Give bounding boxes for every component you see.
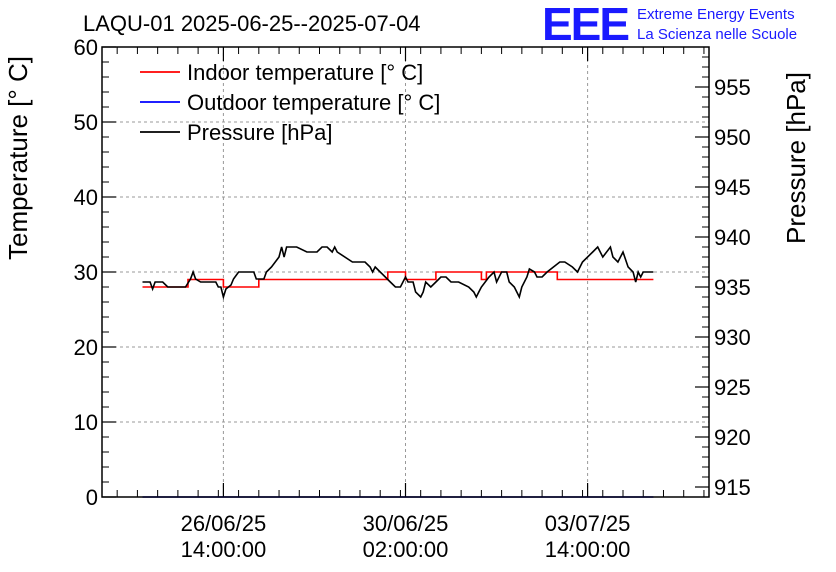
- y2-tick-label: 940: [714, 225, 751, 250]
- legend: Indoor temperature [° C] Outdoor temperat…: [140, 60, 440, 145]
- y2-tick-label: 925: [714, 375, 751, 400]
- eee-logo-mark: EEE: [542, 0, 628, 50]
- x-tick-label-date: 30/06/25: [363, 511, 449, 536]
- y-tick-label: 30: [74, 260, 98, 285]
- axes: 0 10 20 30 40 50 60 915 920 925 930 935 940 945 950 955…: [74, 35, 751, 562]
- y2-tick-label: 920: [714, 425, 751, 450]
- y-tick-label: 20: [74, 335, 98, 360]
- y2-tick-label: 915: [714, 475, 751, 500]
- legend-label: Pressure [hPa]: [187, 120, 333, 145]
- x-tick-label-time: 14:00:00: [181, 537, 267, 562]
- y-axis-label: Temperature [° C]: [3, 56, 33, 260]
- series-layer: [142, 245, 654, 498]
- y2-tick-label: 950: [714, 125, 751, 150]
- plot-frame: [101, 46, 710, 498]
- legend-label: Indoor temperature [° C]: [187, 60, 423, 85]
- y2-tick-label: 955: [714, 75, 751, 100]
- y-tick-label: 40: [74, 185, 98, 210]
- y2-tick-label: 930: [714, 325, 751, 350]
- series-line-3: [142, 245, 654, 300]
- series-line-1: [142, 271, 654, 288]
- logo-line-2: La Scienza nelle Scuole: [637, 26, 797, 43]
- x-tick-label-time: 02:00:00: [363, 537, 449, 562]
- y-tick-label: 50: [74, 110, 98, 135]
- y2-axis-label: Pressure [hPa]: [781, 72, 811, 244]
- y2-tick-label: 945: [714, 175, 751, 200]
- legend-label: Outdoor temperature [° C]: [187, 90, 440, 115]
- y-tick-label: 60: [74, 35, 98, 60]
- chart-title: LAQU-01 2025-06-25--2025-07-04: [83, 11, 421, 36]
- y-tick-label: 10: [74, 410, 98, 435]
- y-tick-label: 0: [86, 485, 98, 510]
- x-tick-label-time: 14:00:00: [545, 537, 631, 562]
- x-tick-label-date: 03/07/25: [545, 511, 631, 536]
- logo-line-1: Extreme Energy Events: [637, 6, 795, 23]
- y2-tick-label: 935: [714, 275, 751, 300]
- x-tick-label-date: 26/06/25: [181, 511, 267, 536]
